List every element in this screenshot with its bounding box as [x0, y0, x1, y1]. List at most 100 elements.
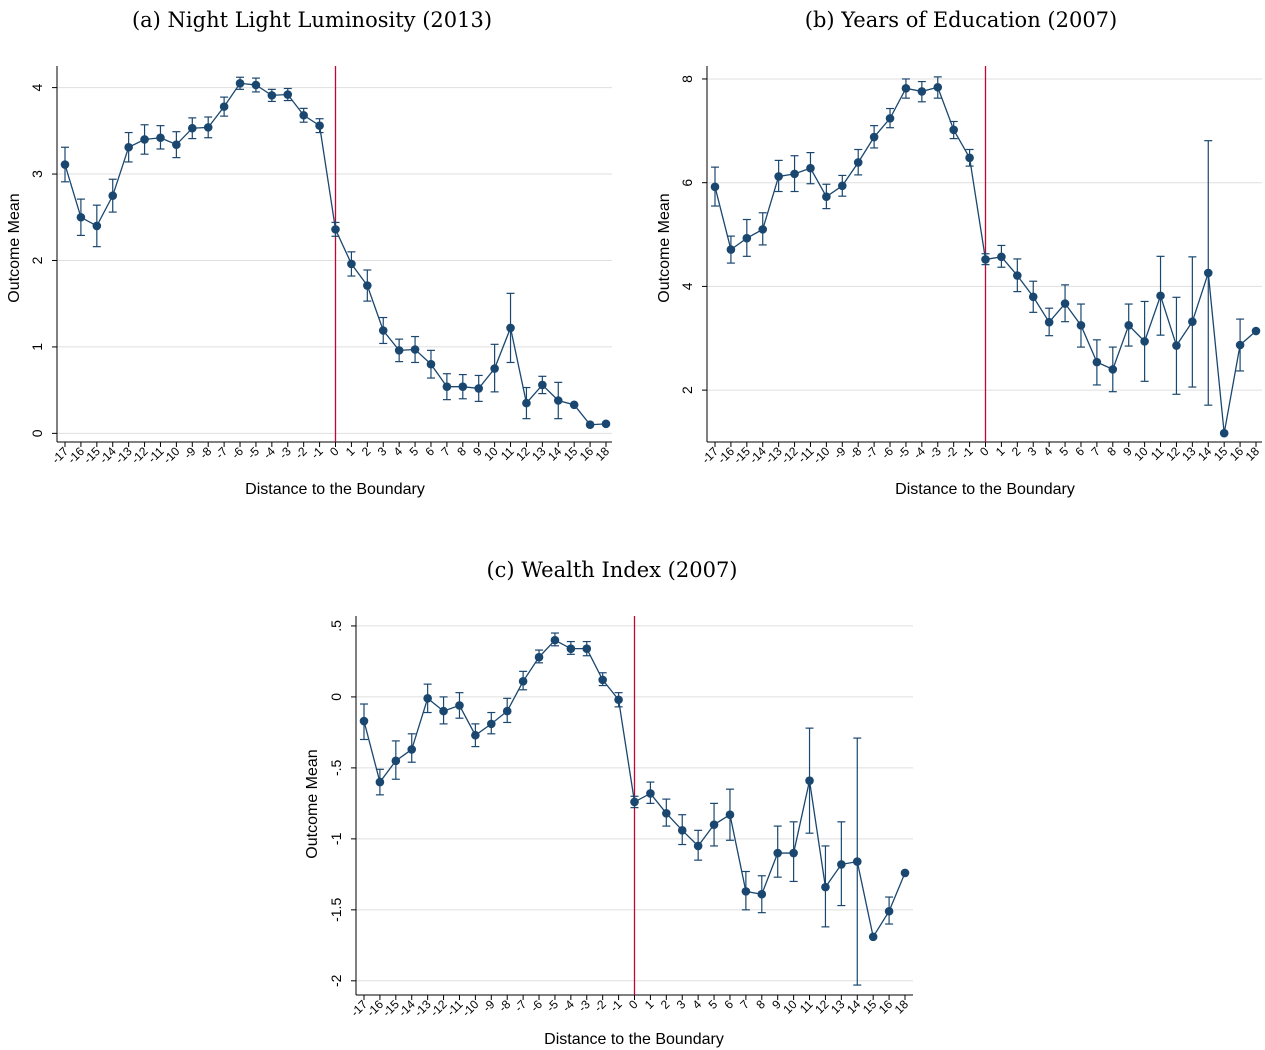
x-tick-label: -3 — [926, 444, 944, 462]
data-point — [538, 380, 547, 390]
data-point — [1188, 317, 1197, 326]
data-point — [363, 281, 372, 290]
x-tick-label: -5 — [895, 444, 913, 462]
data-point — [677, 826, 687, 835]
x-tick-label: -7 — [512, 997, 530, 1015]
x-tick-label: 4 — [690, 997, 705, 1012]
x-tick-labels: -17-16-15-14-13-12-11-10-9-8-7-6-5-4-3-2… — [49, 442, 612, 466]
x-tick-label: -1 — [308, 444, 326, 462]
x-tick-label: -9 — [181, 444, 199, 462]
data-point — [1076, 321, 1086, 330]
data-point — [710, 182, 720, 192]
data-point — [868, 932, 878, 942]
data-point — [283, 90, 293, 99]
x-tick-label: -2 — [942, 444, 960, 462]
data-point — [442, 382, 452, 391]
x-tick-label: 3 — [674, 997, 689, 1012]
data-point — [439, 706, 448, 716]
x-tick-labels: -17-16-15-14-13-12-11-10-9-8-7-6-5-4-3-2… — [699, 442, 1262, 466]
y-tick-labels: 2 4 6 8 — [679, 75, 707, 394]
data-point — [789, 848, 798, 858]
x-tick-label: 0 — [977, 444, 992, 459]
data-point — [235, 78, 245, 88]
data-point — [140, 135, 149, 144]
y-tick-label: 0 — [328, 693, 344, 701]
data-point — [359, 716, 369, 726]
data-point — [693, 841, 703, 851]
data-point — [725, 810, 735, 820]
data-point — [267, 91, 277, 100]
panel-night-light: (a) Night Light Luminosity (2013) -17-16… — [6, 8, 612, 498]
x-tick-label: 1 — [993, 444, 1008, 459]
data-point — [471, 730, 480, 740]
x-tick-label: -1 — [607, 997, 625, 1015]
x-tick-label: 5 — [706, 997, 721, 1012]
data-point — [1235, 340, 1245, 350]
data-point — [550, 635, 560, 645]
data-point — [822, 192, 831, 201]
data-point — [837, 860, 846, 869]
y-tick-labels: -2 -1.5 -1 -.5 0 .5 — [328, 620, 356, 987]
y-tick-label: 0 — [29, 429, 45, 437]
x-tick-label: 2 — [1009, 444, 1024, 459]
data-point — [1219, 428, 1229, 438]
data-points — [60, 78, 611, 430]
data-points — [359, 635, 910, 942]
axes — [56, 66, 612, 443]
data-point — [1172, 341, 1181, 350]
x-tick-label: 0 — [626, 997, 641, 1012]
data-point — [900, 868, 910, 878]
data-point — [566, 644, 576, 653]
y-tick-label: 2 — [29, 256, 45, 264]
data-point — [1203, 268, 1213, 278]
data-point — [474, 384, 484, 393]
x-tick-label: 7 — [737, 997, 752, 1012]
x-tick-label: -3 — [575, 997, 593, 1015]
data-point — [391, 756, 401, 766]
data-point — [506, 323, 515, 333]
x-tick-label: -10 — [459, 997, 481, 1019]
data-point — [518, 676, 528, 686]
x-tick-label: -6 — [229, 444, 247, 462]
x-tick-label: -10 — [160, 444, 182, 466]
data-point — [742, 233, 752, 243]
data-point — [187, 123, 197, 133]
data-point — [790, 169, 799, 179]
data-point — [805, 776, 814, 785]
y-tick-label: 4 — [29, 84, 45, 92]
x-tick-label: -10 — [810, 444, 832, 466]
data-point — [203, 123, 213, 132]
x-tick-label: 2 — [359, 444, 374, 459]
data-point — [299, 110, 308, 120]
y-axis-label: Outcome Mean — [304, 749, 321, 858]
data-point — [92, 221, 102, 231]
y-tick-label: 6 — [679, 179, 695, 187]
data-point — [726, 245, 736, 254]
data-point — [156, 133, 165, 143]
data-point — [423, 694, 432, 703]
y-tick-label: 4 — [679, 282, 695, 290]
data-point — [490, 364, 499, 373]
x-tick-label: -8 — [197, 444, 215, 462]
data-point — [646, 789, 655, 798]
x-tick-label: -4 — [261, 444, 279, 462]
data-point — [1140, 337, 1149, 346]
data-point — [1044, 317, 1054, 327]
data-point — [981, 255, 990, 264]
y-axis-label: Outcome Mean — [6, 193, 23, 302]
data-point — [614, 695, 623, 705]
data-point — [522, 398, 531, 408]
panel-title: (c) Wealth Index (2007) — [486, 558, 737, 582]
x-tick-label: -5 — [544, 997, 562, 1015]
x-axis-label: Distance to the Boundary — [544, 1031, 724, 1048]
x-tick-label: 8 — [454, 444, 469, 459]
y-tick-label: 8 — [679, 75, 695, 83]
y-tick-label: -1.5 — [328, 898, 344, 922]
y-tick-label: 1 — [29, 343, 45, 351]
data-point — [124, 142, 133, 152]
x-tick-label: -6 — [879, 444, 897, 462]
data-point — [806, 163, 815, 173]
x-tick-label: 1 — [343, 444, 358, 459]
data-point — [1156, 291, 1165, 301]
data-point — [741, 887, 751, 896]
